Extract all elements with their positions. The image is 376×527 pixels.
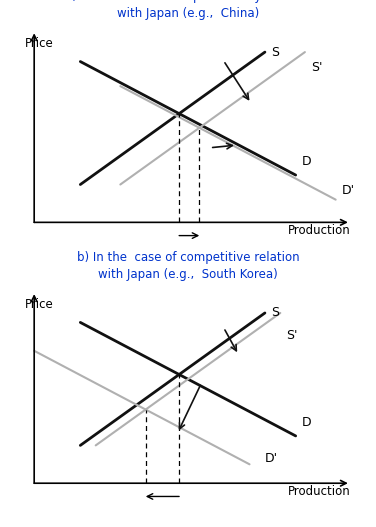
Text: S: S [271, 307, 279, 319]
Text: S: S [271, 46, 279, 58]
Text: Price: Price [25, 37, 54, 50]
Text: Price: Price [25, 298, 54, 311]
Text: Production: Production [288, 485, 351, 498]
Text: S': S' [287, 329, 298, 342]
Text: D: D [302, 416, 311, 429]
Text: D: D [302, 155, 311, 168]
Text: D': D' [342, 184, 355, 197]
Title: a) In the  case of complementary relation
with Japan (e.g.,  China): a) In the case of complementary relation… [65, 0, 311, 20]
Text: Production: Production [288, 225, 351, 237]
Title: b) In the  case of competitive relation
with Japan (e.g.,  South Korea): b) In the case of competitive relation w… [77, 251, 299, 281]
Text: S': S' [311, 61, 323, 74]
Text: D': D' [265, 452, 278, 465]
